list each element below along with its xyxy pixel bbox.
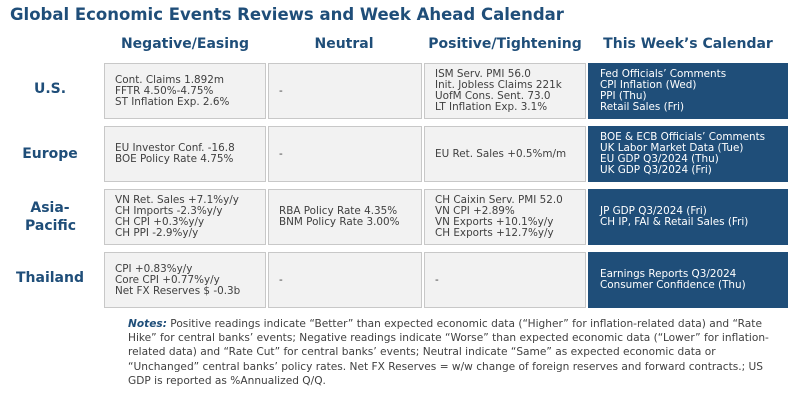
calendar-cell: Fed Officials’ Comments CPI Inflation (W… [588,63,788,119]
cell-line: ST Inflation Exp. 2.6% [115,95,230,108]
cell-line: LT Inflation Exp. 3.1% [435,101,548,113]
cell-line: CH IP, FAI & Retail Sales (Fri) [600,216,749,228]
cell-line: Consumer Confidence (Thu) [600,279,746,291]
cell-line: ISM Serv. PMI 56.0 [435,68,531,80]
negative-cell: CPI +0.83%y/y Core CPI +0.77%y/y Net FX … [104,252,266,308]
cell-line: CH Caixin Serv. PMI 52.0 [435,194,563,206]
cell-line: CPI +0.83%y/y [115,262,193,275]
positive-cell: CH Caixin Serv. PMI 52.0 VN CPI +2.89% V… [424,189,586,245]
calendar-cell: JP GDP Q3/2024 (Fri) CH IP, FAI & Retail… [588,189,788,245]
cell-line: - [435,273,439,286]
negative-cell: EU Investor Conf. -16.8 BOE Policy Rate … [104,126,266,182]
cell-line: CH Imports -2.3%y/y [115,205,223,217]
cell-line: EU Investor Conf. -16.8 [115,142,235,154]
header-calendar: This Week’s Calendar [603,36,773,52]
notes: Notes: Positive readings indicate “Bette… [128,317,788,388]
cell-line: EU Ret. Sales +0.5%m/m [435,147,567,160]
neutral-cell: - [268,126,422,182]
region-label: Asia-Pacific [25,200,77,234]
cell-line: JP GDP Q3/2024 (Fri) [600,205,707,217]
notes-text: Positive readings indicate “Better” than… [128,318,769,387]
cell-line: Retail Sales (Fri) [600,101,685,113]
cell-line: - [279,147,283,160]
region-label: Thailand [16,270,84,286]
negative-cell: Cont. Claims 1.892m FFTR 4.50%-4.75% ST … [104,63,266,119]
cell-line: UofM Cons. Sent. 73.0 [435,90,551,102]
cell-line: CH Exports +12.7%y/y [435,227,554,239]
notes-label: Notes: [128,318,167,330]
cell-line: FFTR 4.50%-4.75% [115,84,214,97]
positive-cell: EU Ret. Sales +0.5%m/m [424,126,586,182]
cell-line: CH PPI -2.9%y/y [115,227,199,239]
cell-line: VN Exports +10.1%y/y [435,216,554,228]
cell-line: Net FX Reserves $ -0.3b [115,284,241,297]
positive-cell: ISM Serv. PMI 56.0 Init. Jobless Claims … [424,63,586,119]
cell-line: Cont. Claims 1.892m [115,73,224,86]
positive-cell: - [424,252,586,308]
calendar-cell: Earnings Reports Q3/2024 Consumer Confid… [588,252,788,308]
page-title: Global Economic Events Reviews and Week … [10,5,564,24]
cell-line: UK GDP Q3/2024 (Fri) [600,164,712,176]
neutral-cell: - [268,252,422,308]
region-label: U.S. [33,81,67,97]
region-label: Europe [22,146,78,162]
header-negative: Negative/Easing [120,36,250,52]
cell-line: BOE & ECB Officials’ Comments [600,131,766,143]
negative-cell: VN Ret. Sales +7.1%y/y CH Imports -2.3%y… [104,189,266,245]
cell-line: - [279,273,283,286]
cell-line: Init. Jobless Claims 221k [435,79,562,91]
cell-line: CH CPI +0.3%y/y [115,216,205,228]
cell-line: Earnings Reports Q3/2024 [600,268,737,280]
header-neutral: Neutral [314,36,374,52]
cell-line: RBA Policy Rate 4.35% [279,205,398,217]
header-positive: Positive/Tightening [428,36,582,52]
neutral-cell: - [268,63,422,119]
cell-line: Fed Officials’ Comments [600,68,727,80]
cell-line: EU GDP Q3/2024 (Thu) [600,153,719,165]
cell-line: UK Labor Market Data (Tue) [600,142,744,154]
cell-line: VN Ret. Sales +7.1%y/y [115,194,239,206]
cell-line: PPI (Thu) [600,90,647,102]
neutral-cell: RBA Policy Rate 4.35% BNM Policy Rate 3.… [268,189,422,245]
cell-line: BNM Policy Rate 3.00% [279,216,400,228]
cell-line: Core CPI +0.77%y/y [115,273,220,286]
cell-line: CPI Inflation (Wed) [600,79,697,91]
cell-line: VN CPI +2.89% [435,205,515,217]
cell-line: BOE Policy Rate 4.75% [115,153,234,165]
cell-line: - [279,84,283,97]
calendar-cell: BOE & ECB Officials’ Comments UK Labor M… [588,126,788,182]
